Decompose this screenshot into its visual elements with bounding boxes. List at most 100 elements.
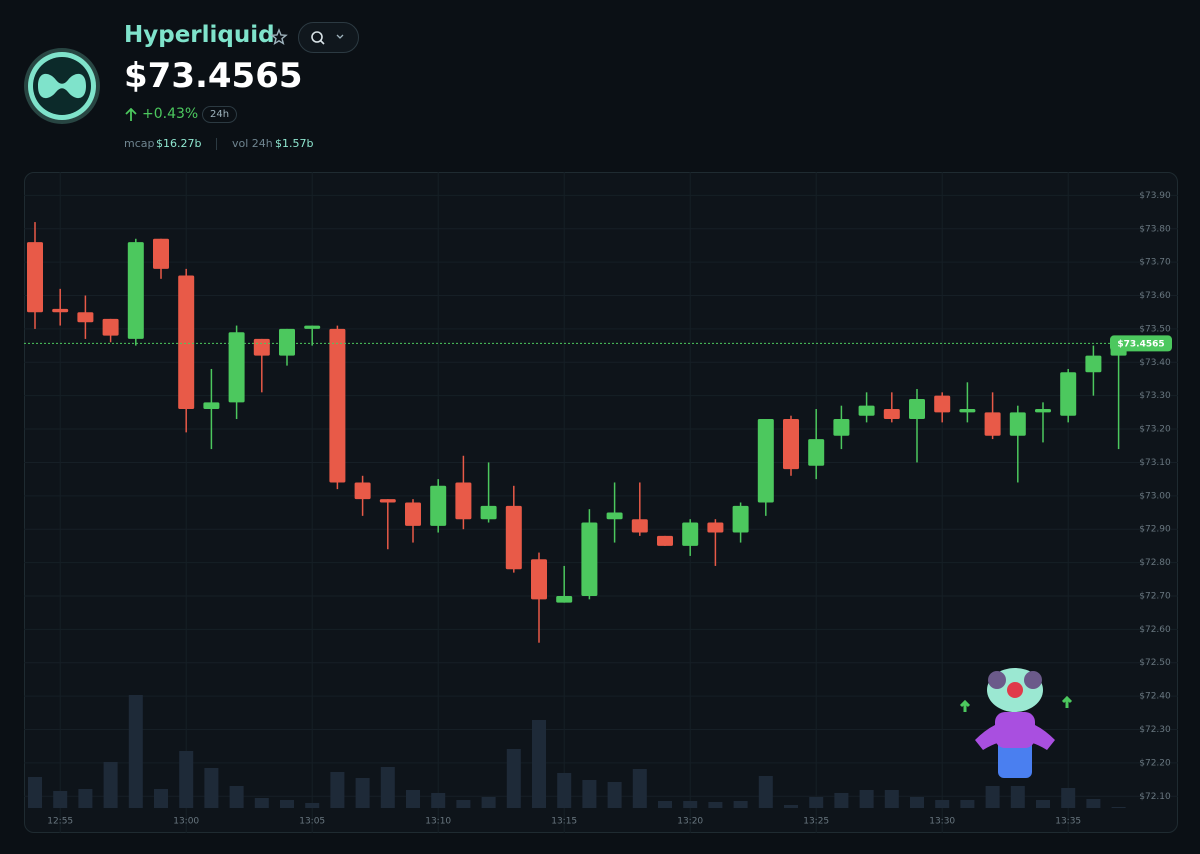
volume-bar xyxy=(53,791,68,808)
divider xyxy=(216,138,217,150)
volume-bar xyxy=(1036,800,1050,808)
volume-bar xyxy=(330,772,345,808)
chart-panel xyxy=(24,172,1178,833)
y-tick-label: $72.10 xyxy=(1139,792,1171,802)
y-tick-label: $72.50 xyxy=(1139,658,1171,668)
volume-bar xyxy=(355,778,370,808)
last-price-label: $73.4565 xyxy=(1117,339,1164,349)
volume-bar xyxy=(658,801,672,808)
y-tick-label: $73.80 xyxy=(1139,224,1171,234)
candle-body xyxy=(682,522,699,546)
candle-body xyxy=(732,505,749,533)
volume-bar xyxy=(557,773,572,808)
volume-bar xyxy=(128,695,143,808)
volume-bar xyxy=(78,789,93,808)
volume-bar xyxy=(204,768,219,808)
volume-label: vol 24h xyxy=(232,137,273,150)
y-tick-label: $73.30 xyxy=(1139,391,1171,401)
y-tick-label: $72.90 xyxy=(1139,525,1171,535)
candle-body xyxy=(304,325,321,329)
candle-body xyxy=(253,338,270,356)
volume-bar xyxy=(683,801,698,808)
volume-bar xyxy=(960,800,975,808)
volume-bar xyxy=(305,803,320,808)
x-tick-label: 13:05 xyxy=(299,817,325,827)
x-tick-label: 13:25 xyxy=(803,817,829,827)
candle-body xyxy=(480,505,497,520)
volume-bar xyxy=(481,797,496,808)
y-tick-label: $73.20 xyxy=(1139,425,1171,435)
volume-bar xyxy=(582,780,597,808)
favorite-star[interactable] xyxy=(270,28,288,46)
candle-body xyxy=(631,519,648,533)
volume-bar xyxy=(708,802,723,808)
candle-body xyxy=(1009,412,1026,436)
volume-bar xyxy=(28,777,42,808)
candle-body xyxy=(354,482,371,500)
volume-bar xyxy=(532,720,546,808)
mcap-label: mcap xyxy=(124,137,155,150)
volume-bar xyxy=(431,793,446,808)
volume-bar xyxy=(935,800,950,808)
candle-body xyxy=(127,242,144,339)
volume-bar xyxy=(910,797,924,808)
candle-body xyxy=(959,409,976,413)
y-tick-label: $73.90 xyxy=(1139,191,1171,201)
candle-body xyxy=(228,332,245,403)
y-tick-label: $73.70 xyxy=(1139,258,1171,268)
price-change: +0.43% xyxy=(142,106,199,122)
x-tick-label: 13:00 xyxy=(173,817,199,827)
x-tick-label: 12:55 xyxy=(47,817,73,827)
candle-body xyxy=(455,482,472,520)
candle-body xyxy=(883,409,900,420)
candle-body xyxy=(1085,355,1102,373)
last-price-tag xyxy=(1110,335,1172,352)
logo xyxy=(24,48,100,124)
candle-body xyxy=(657,535,673,546)
volume-bar xyxy=(179,751,194,808)
mascot xyxy=(959,668,1073,778)
x-tick-label: 13:35 xyxy=(1055,817,1081,827)
volume-bar xyxy=(1061,788,1076,808)
candle-body xyxy=(757,419,774,503)
candle-body xyxy=(707,522,724,533)
candle-body xyxy=(909,399,925,420)
x-tick-label: 13:15 xyxy=(551,817,577,827)
candle-body xyxy=(934,395,951,413)
volume-bar xyxy=(506,749,521,808)
candle-body xyxy=(858,405,875,416)
candle-body xyxy=(783,419,799,470)
candle-body xyxy=(556,595,573,603)
volume-bar xyxy=(758,776,773,808)
candle-body xyxy=(27,242,43,313)
y-tick-label: $72.70 xyxy=(1139,591,1171,601)
candle-body xyxy=(153,238,169,269)
x-tick-label: 13:10 xyxy=(425,817,451,827)
volume-bar xyxy=(154,789,168,808)
candle-body xyxy=(808,439,825,466)
candle-body xyxy=(833,419,850,436)
search-button[interactable] xyxy=(298,22,360,54)
volume-bar xyxy=(1010,786,1025,808)
current-price: $73.4565 xyxy=(124,56,303,96)
y-tick-label: $72.80 xyxy=(1139,558,1171,568)
candle-body xyxy=(405,502,421,526)
candle-body xyxy=(203,402,220,410)
candle-body xyxy=(178,275,195,410)
candle-body xyxy=(379,499,396,503)
candle-body xyxy=(531,559,547,600)
y-tick-label: $73.00 xyxy=(1139,491,1171,501)
volume-bar xyxy=(406,790,420,808)
y-tick-label: $73.60 xyxy=(1139,291,1171,301)
candle-body xyxy=(102,318,119,336)
candle-body xyxy=(52,308,69,313)
volume-value: $1.57b xyxy=(275,137,314,150)
up-arrow xyxy=(125,108,137,121)
volume-bar xyxy=(733,801,748,808)
volume-bar xyxy=(1111,807,1126,808)
x-tick-label: 13:30 xyxy=(929,817,955,827)
period-toggle[interactable]: 24h xyxy=(202,106,238,123)
volume-bar xyxy=(884,790,899,808)
y-tick-label: $73.50 xyxy=(1139,324,1171,334)
